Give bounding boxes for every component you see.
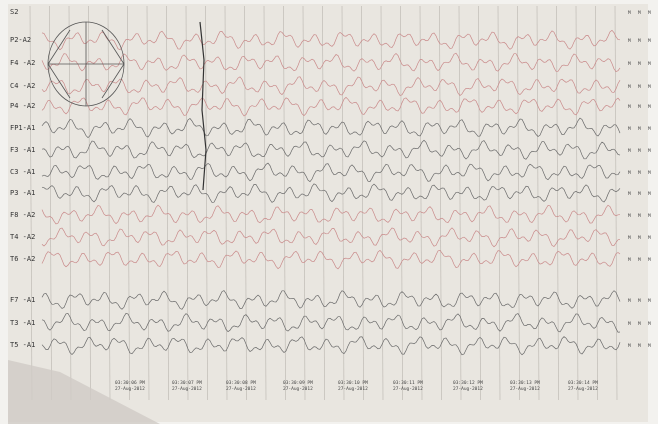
right-marker: M [638, 298, 641, 304]
channel-label: T5 -A1 [10, 341, 35, 349]
timestamp-date: 27-Aug-2012 [510, 386, 540, 392]
right-marker: M [628, 148, 631, 154]
channel-label: C4 -A2 [10, 82, 35, 90]
timestamp-date: 27-Aug-2012 [453, 386, 483, 392]
right-marker: M [648, 321, 651, 327]
channel-label: P4 -A2 [10, 102, 35, 110]
channel-label: T6 -A2 [10, 255, 35, 263]
timestamp-date: 27-Aug-2012 [226, 386, 256, 392]
channel-label: F7 -A1 [10, 296, 35, 304]
eeg-photo: S2 M M M P2-A2 M M M F4 -A2 M M M C4 -A2 M M M P4 -A2 M M M… [0, 0, 658, 424]
right-marker: M [638, 191, 641, 197]
right-marker: M [638, 104, 641, 110]
right-marker: M [638, 148, 641, 154]
channel-label: F8 -A2 [10, 211, 35, 219]
right-marker: M [648, 298, 651, 304]
right-marker: M [638, 84, 641, 90]
right-marker: M [638, 126, 641, 132]
right-marker: M [648, 61, 651, 67]
right-marker: M [638, 170, 641, 176]
timestamp-time: 03:30:07 PM [172, 380, 202, 386]
channel-label: P3 -A1 [10, 189, 35, 197]
timestamp-time: 03:30:14 PM [568, 380, 598, 386]
channel-label: S2 [10, 8, 18, 16]
right-marker: M [648, 170, 651, 176]
timestamp-date: 27-Aug-2012 [393, 386, 423, 392]
right-marker: M [648, 191, 651, 197]
right-marker: M [648, 213, 651, 219]
right-marker: M [648, 148, 651, 154]
right-marker: M [628, 191, 631, 197]
right-marker: M [628, 298, 631, 304]
right-marker: M [628, 213, 631, 219]
timestamp-date: 27-Aug-2012 [172, 386, 202, 392]
channel-label: C3 -A1 [10, 168, 35, 176]
right-marker: M [648, 10, 651, 16]
timestamp-time: 03:30:11 PM [393, 380, 423, 386]
right-marker: M [638, 61, 641, 67]
right-marker: M [638, 235, 641, 241]
right-marker: M [648, 257, 651, 263]
channel-label: P2-A2 [10, 36, 31, 44]
channel-label: F3 -A1 [10, 146, 35, 154]
right-marker: M [628, 321, 631, 327]
right-marker: M [648, 126, 651, 132]
right-marker: M [628, 84, 631, 90]
right-marker: M [628, 104, 631, 110]
channel-label: FP1-A1 [10, 124, 35, 132]
channel-label: T3 -A1 [10, 319, 35, 327]
right-marker: M [648, 343, 651, 349]
timestamp-time: 03:30:08 PM [226, 380, 256, 386]
right-marker: M [648, 84, 651, 90]
right-marker: M [638, 321, 641, 327]
right-marker: M [628, 126, 631, 132]
right-marker: M [648, 104, 651, 110]
right-marker: M [628, 61, 631, 67]
right-marker: M [638, 257, 641, 263]
right-marker: M [638, 38, 641, 44]
timestamp-time: 03:30:12 PM [453, 380, 483, 386]
timestamp-time: 03:30:06 PM [115, 380, 145, 386]
right-marker: M [628, 38, 631, 44]
right-marker: M [628, 170, 631, 176]
right-marker: M [638, 213, 641, 219]
right-marker: M [628, 257, 631, 263]
timestamp-date: 27-Aug-2012 [568, 386, 598, 392]
channel-label: F4 -A2 [10, 59, 35, 67]
timestamp-date: 27-Aug-2012 [338, 386, 368, 392]
right-marker: M [638, 343, 641, 349]
timestamp-date: 27-Aug-2012 [283, 386, 313, 392]
timestamp-time: 03:30:13 PM [510, 380, 540, 386]
timestamp-time: 03:30:09 PM [283, 380, 313, 386]
right-marker: M [648, 235, 651, 241]
right-marker: M [638, 10, 641, 16]
right-marker: M [628, 343, 631, 349]
timestamp-date: 27-Aug-2012 [115, 386, 145, 392]
timestamp-time: 03:30:10 PM [338, 380, 368, 386]
right-marker: M [628, 235, 631, 241]
channel-label: T4 -A2 [10, 233, 35, 241]
right-marker: M [648, 38, 651, 44]
right-marker: M [628, 10, 631, 16]
